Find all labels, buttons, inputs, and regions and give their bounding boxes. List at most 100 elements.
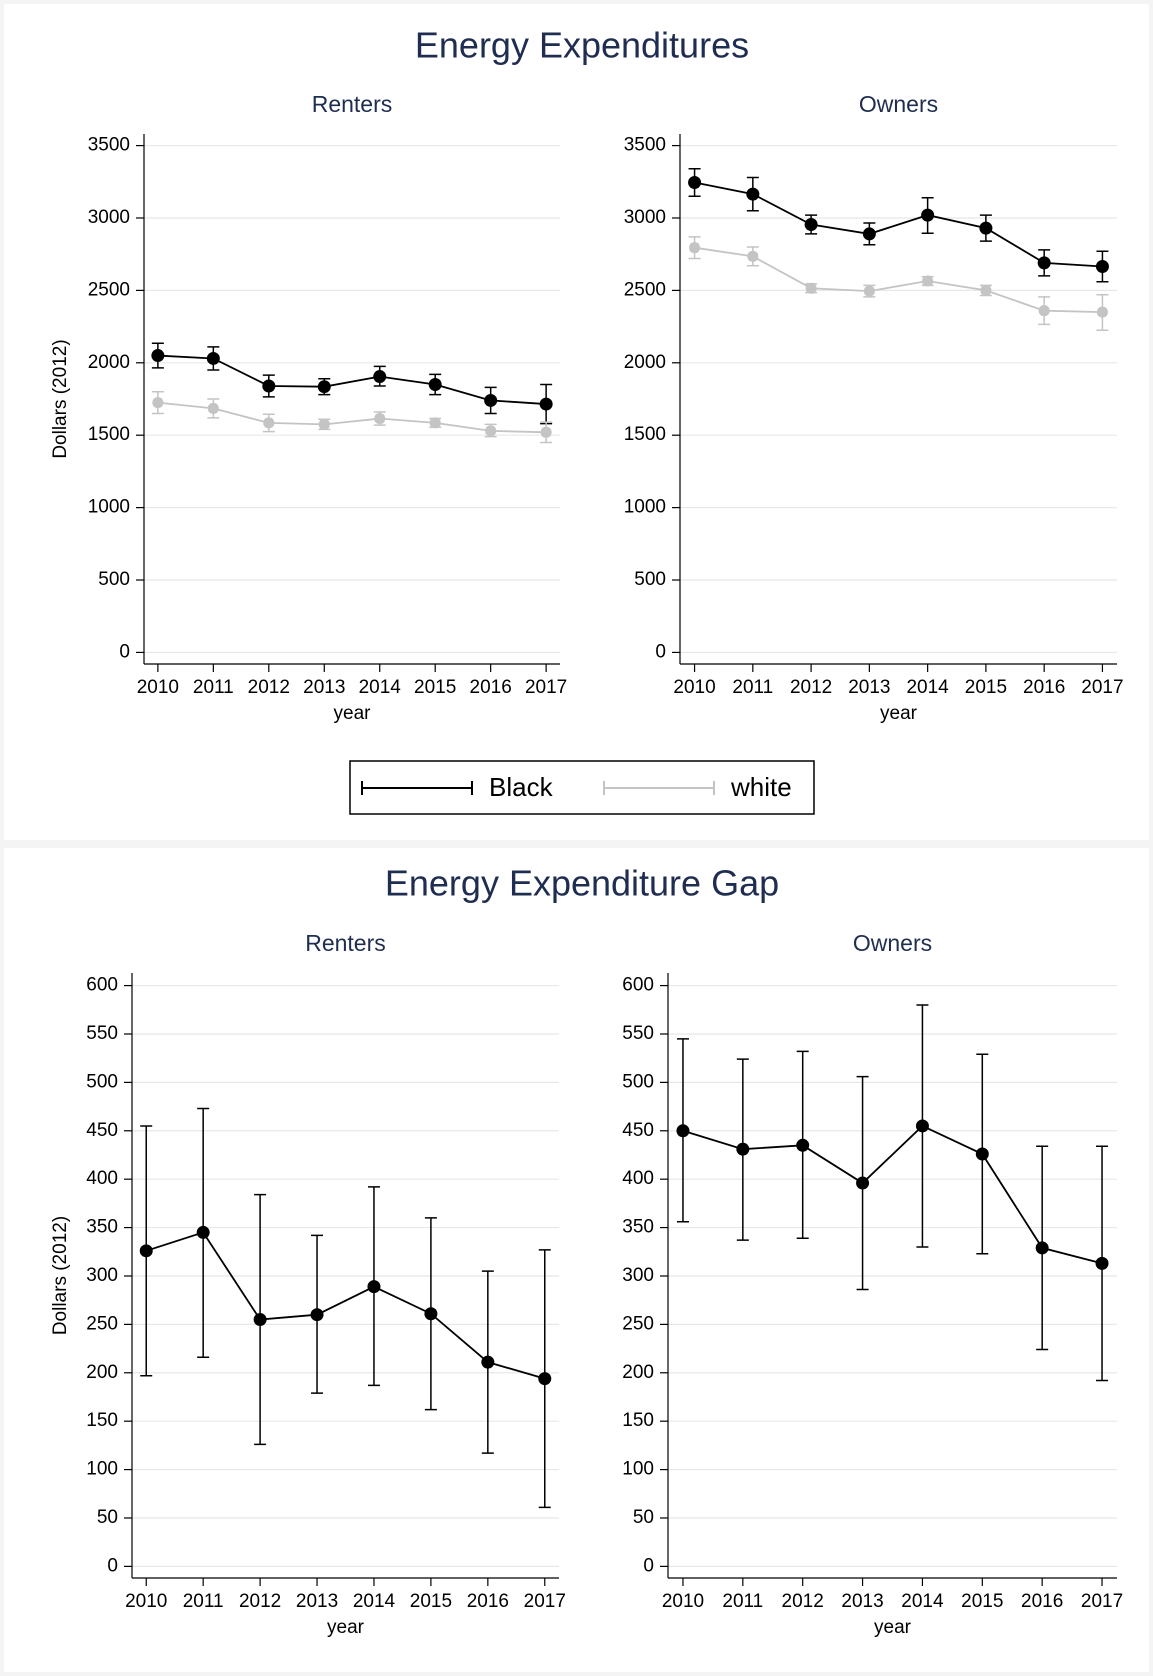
x-tick-label: 2016	[467, 1591, 509, 1612]
x-tick-label: 2015	[961, 1591, 1003, 1612]
point	[1095, 260, 1109, 273]
point	[317, 380, 331, 394]
point	[975, 1147, 989, 1161]
legend-key	[361, 781, 473, 795]
y-tick-label: 2000	[88, 352, 130, 373]
legend-label: white	[730, 772, 792, 802]
y-tick-label: 600	[86, 975, 118, 996]
y-tick-label: 250	[622, 1313, 654, 1334]
x-tick-label: 2017	[1081, 677, 1123, 698]
series-line	[694, 181, 1103, 268]
x-tick-label: 2013	[848, 677, 890, 698]
y-tick-label: 1000	[88, 497, 130, 518]
y-tick-label: 100	[622, 1459, 654, 1480]
point	[915, 1119, 929, 1133]
point	[1095, 1256, 1109, 1270]
point	[804, 218, 818, 232]
point	[796, 1138, 810, 1152]
y-tick-label: 200	[86, 1362, 118, 1383]
x-tick-label: 2010	[673, 677, 715, 698]
x-tick-label: 2017	[524, 1591, 566, 1612]
point	[253, 1313, 267, 1327]
point	[1038, 305, 1050, 317]
point	[921, 208, 935, 222]
x-tick-label: 2016	[470, 677, 512, 698]
y-tick-label: 550	[622, 1023, 654, 1044]
legend-key	[603, 781, 715, 795]
x-tick-label: 2017	[525, 677, 567, 698]
x-tick-label: 2014	[353, 1591, 396, 1612]
y-axis-title: Dollars (2012)	[50, 1216, 71, 1335]
y-tick-label: 0	[107, 1555, 118, 1576]
y-tick-label: 150	[86, 1410, 118, 1431]
y-tick-label: 350	[86, 1217, 118, 1238]
point	[485, 425, 497, 437]
point	[1035, 1241, 1049, 1255]
y-tick-label: 1500	[624, 424, 666, 445]
point	[196, 1225, 210, 1239]
x-tick-label: 2011	[722, 1591, 763, 1612]
x-tick-label: 2011	[193, 677, 234, 698]
x-tick-label: 2014	[901, 1591, 944, 1612]
point	[979, 221, 993, 235]
x-axis-title: year	[874, 1617, 912, 1638]
subplot-title: Renters	[312, 91, 393, 117]
point	[1037, 256, 1051, 270]
y-axis-title: Dollars (2012)	[50, 339, 71, 458]
point	[736, 1142, 750, 1156]
y-tick-label: 1500	[88, 424, 130, 445]
y-tick-label: 100	[86, 1459, 118, 1480]
figure-title: Energy Expenditure Gap	[385, 863, 779, 904]
x-axis-title: year	[880, 703, 918, 724]
y-tick-label: 1000	[624, 497, 666, 518]
subplot-title: Owners	[859, 91, 938, 117]
series-line	[157, 354, 547, 405]
x-tick-label: 2012	[782, 1591, 824, 1612]
x-tick-label: 2012	[239, 1591, 281, 1612]
point	[263, 417, 275, 429]
y-tick-label: 500	[86, 1071, 118, 1092]
series-line	[694, 246, 1103, 314]
y-tick-label: 2500	[88, 279, 130, 300]
series-line	[682, 1124, 1103, 1265]
x-tick-label: 2012	[248, 677, 290, 698]
y-tick-label: 500	[622, 1071, 654, 1092]
y-tick-label: 250	[86, 1313, 118, 1334]
subplot-title: Renters	[305, 930, 386, 956]
y-tick-label: 300	[622, 1265, 654, 1286]
point	[262, 379, 276, 393]
figure-title: Energy Expenditures	[415, 25, 749, 66]
point	[676, 1124, 690, 1138]
y-tick-label: 450	[86, 1120, 118, 1141]
point	[747, 250, 759, 262]
y-tick-label: 600	[622, 975, 654, 996]
y-tick-label: 350	[622, 1217, 654, 1238]
y-tick-label: 2000	[624, 352, 666, 373]
x-tick-label: 2017	[1081, 1591, 1123, 1612]
x-axis-title: year	[334, 703, 372, 724]
x-tick-label: 2011	[732, 677, 773, 698]
x-tick-label: 2015	[414, 677, 456, 698]
point	[424, 1307, 438, 1321]
x-tick-label: 2016	[1023, 677, 1065, 698]
point	[746, 187, 760, 201]
x-tick-label: 2012	[790, 677, 832, 698]
point	[980, 284, 992, 296]
series-line	[157, 401, 547, 434]
y-tick-label: 0	[119, 641, 130, 662]
x-tick-label: 2010	[137, 677, 179, 698]
point	[538, 1372, 552, 1386]
y-tick-label: 500	[98, 569, 130, 590]
point	[862, 227, 876, 241]
y-tick-label: 150	[622, 1410, 654, 1431]
point	[688, 176, 702, 190]
point	[1096, 306, 1108, 318]
y-tick-label: 500	[634, 569, 666, 590]
y-tick-label: 3500	[624, 135, 666, 156]
subplot-title: Owners	[853, 930, 932, 956]
y-tick-label: 3000	[88, 207, 130, 228]
legend-label: Black	[489, 772, 554, 802]
panel-bottom	[4, 848, 1149, 1672]
